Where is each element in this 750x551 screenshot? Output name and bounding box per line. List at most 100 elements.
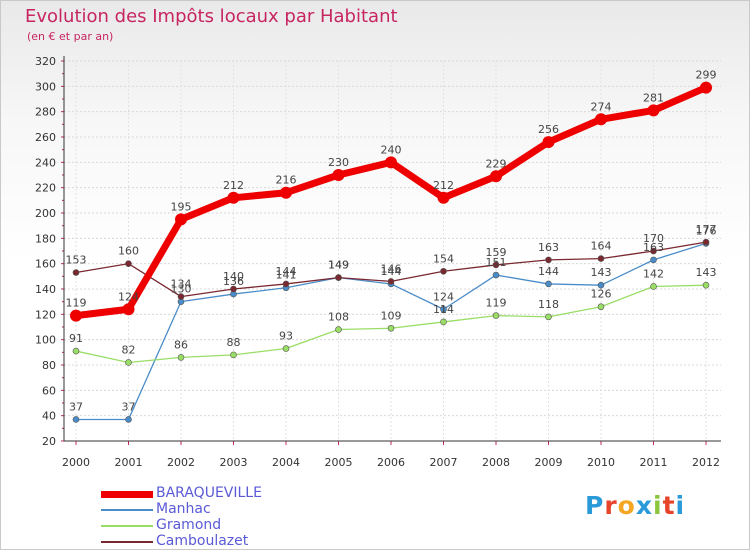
data-label-camboulazet: 154: [433, 252, 454, 265]
data-label-gramond: 82: [122, 343, 136, 356]
y-tick-label: 280: [35, 106, 56, 119]
data-point-gramond: [177, 354, 185, 361]
data-label-manhac: 143: [591, 266, 612, 279]
data-point-baraqueville: [385, 156, 397, 169]
data-label-gramond: 91: [69, 332, 83, 345]
y-tick-label: 60: [42, 384, 56, 397]
data-label-baraqueville: 274: [591, 100, 612, 113]
data-point-baraqueville: [175, 213, 187, 226]
data-label-baraqueville: 119: [66, 297, 87, 310]
data-label-baraqueville: 256: [538, 123, 559, 136]
y-tick-label: 160: [35, 258, 56, 271]
data-label-camboulazet: 140: [223, 270, 244, 283]
data-point-gramond: [335, 326, 342, 333]
logo-letter: i: [653, 491, 663, 520]
data-point-baraqueville: [122, 303, 135, 316]
data-label-manhac: 130: [171, 283, 192, 296]
data-label-manhac: 136: [223, 275, 244, 288]
data-point-baraqueville: [332, 169, 345, 181]
data-label-camboulazet: 134: [171, 278, 192, 291]
data-label-gramond: 114: [433, 303, 454, 316]
data-label-camboulazet: 160: [118, 245, 139, 258]
legend-swatch: [101, 525, 153, 527]
data-point-camboulazet: [72, 269, 80, 276]
y-tick-label: 260: [35, 131, 56, 144]
legend-item-camboulazet: Camboulazet: [101, 533, 321, 550]
data-label-gramond: 93: [279, 330, 293, 343]
data-point-camboulazet: [545, 256, 552, 264]
y-tick-label: 220: [35, 182, 56, 195]
x-tick-label: 2005: [325, 456, 353, 469]
y-tick-label: 20: [42, 435, 56, 448]
data-label-manhac: 151: [486, 256, 507, 269]
data-label-gramond: 118: [538, 298, 559, 311]
data-point-camboulazet: [335, 274, 342, 281]
data-label-manhac: 163: [643, 241, 664, 254]
x-tick-label: 2009: [535, 456, 563, 469]
data-label-baraqueville: 124: [118, 290, 139, 303]
chart-title: Evolution des Impôts locaux par Habitant: [25, 6, 398, 27]
data-label-camboulazet: 159: [486, 246, 507, 259]
legend-label: BARAQUEVILLE: [156, 485, 262, 501]
data-label-baraqueville: 230: [328, 156, 349, 169]
data-label-baraqueville: 212: [223, 179, 244, 192]
data-point-camboulazet: [387, 278, 395, 285]
data-label-gramond: 119: [486, 297, 507, 310]
legend-swatch: [101, 490, 153, 498]
data-point-gramond: [492, 312, 500, 319]
data-label-gramond: 88: [227, 336, 241, 349]
data-point-manhac: [125, 416, 132, 423]
data-point-camboulazet: [492, 261, 500, 269]
logo-letter: i: [675, 491, 686, 520]
data-point-gramond: [545, 313, 552, 321]
data-point-baraqueville: [280, 186, 292, 199]
data-point-gramond: [650, 283, 657, 290]
logo-letter: r: [604, 491, 618, 520]
legend-label: Camboulazet: [156, 533, 249, 549]
data-label-gramond: 143: [696, 266, 717, 279]
data-point-camboulazet: [650, 247, 657, 255]
data-point-baraqueville: [542, 136, 555, 149]
data-label-baraqueville: 216: [276, 174, 297, 187]
x-tick-label: 2001: [115, 456, 143, 469]
data-label-camboulazet: 149: [328, 259, 349, 272]
data-label-baraqueville: 281: [643, 91, 664, 104]
data-point-baraqueville: [227, 191, 240, 204]
x-tick-label: 2003: [220, 456, 248, 469]
legend-item-manhac: Manhac: [101, 501, 321, 518]
data-point-gramond: [72, 347, 80, 355]
data-label-camboulazet: 164: [591, 240, 612, 253]
data-point-manhac: [492, 271, 500, 279]
x-tick-label: 2004: [272, 456, 300, 469]
logo-letter: x: [635, 491, 653, 520]
legend-item-baraqueville: BARAQUEVILLE: [101, 485, 321, 502]
x-tick-label: 2008: [482, 456, 510, 469]
x-tick-label: 2011: [640, 456, 668, 469]
data-point-camboulazet: [702, 238, 710, 246]
y-tick-label: 200: [35, 207, 56, 220]
data-label-manhac: 176: [696, 224, 717, 237]
logo-letter: o: [617, 491, 636, 520]
legend-label: Gramond: [156, 517, 222, 533]
data-point-manhac: [597, 281, 605, 289]
data-label-gramond: 108: [328, 311, 349, 324]
data-label-camboulazet: 144: [276, 265, 297, 278]
y-tick-label: 100: [35, 334, 56, 347]
x-tick-label: 2006: [377, 456, 405, 469]
data-label-manhac: 141: [276, 269, 297, 282]
data-point-camboulazet: [230, 285, 237, 293]
data-point-camboulazet: [177, 293, 185, 300]
y-tick-label: 40: [42, 410, 56, 423]
data-label-baraqueville: 195: [171, 200, 192, 213]
x-tick-label: 2002: [167, 456, 195, 469]
legend-swatch: [101, 541, 153, 543]
data-point-camboulazet: [440, 267, 447, 275]
legend-item-gramond: Gramond: [101, 517, 321, 534]
data-label-gramond: 86: [174, 338, 188, 351]
y-tick-label: 180: [35, 232, 56, 245]
data-label-baraqueville: 212: [433, 179, 454, 192]
data-point-gramond: [387, 324, 395, 332]
x-tick-label: 2007: [430, 456, 458, 469]
data-point-baraqueville: [70, 309, 82, 322]
data-label-gramond: 109: [381, 309, 402, 322]
